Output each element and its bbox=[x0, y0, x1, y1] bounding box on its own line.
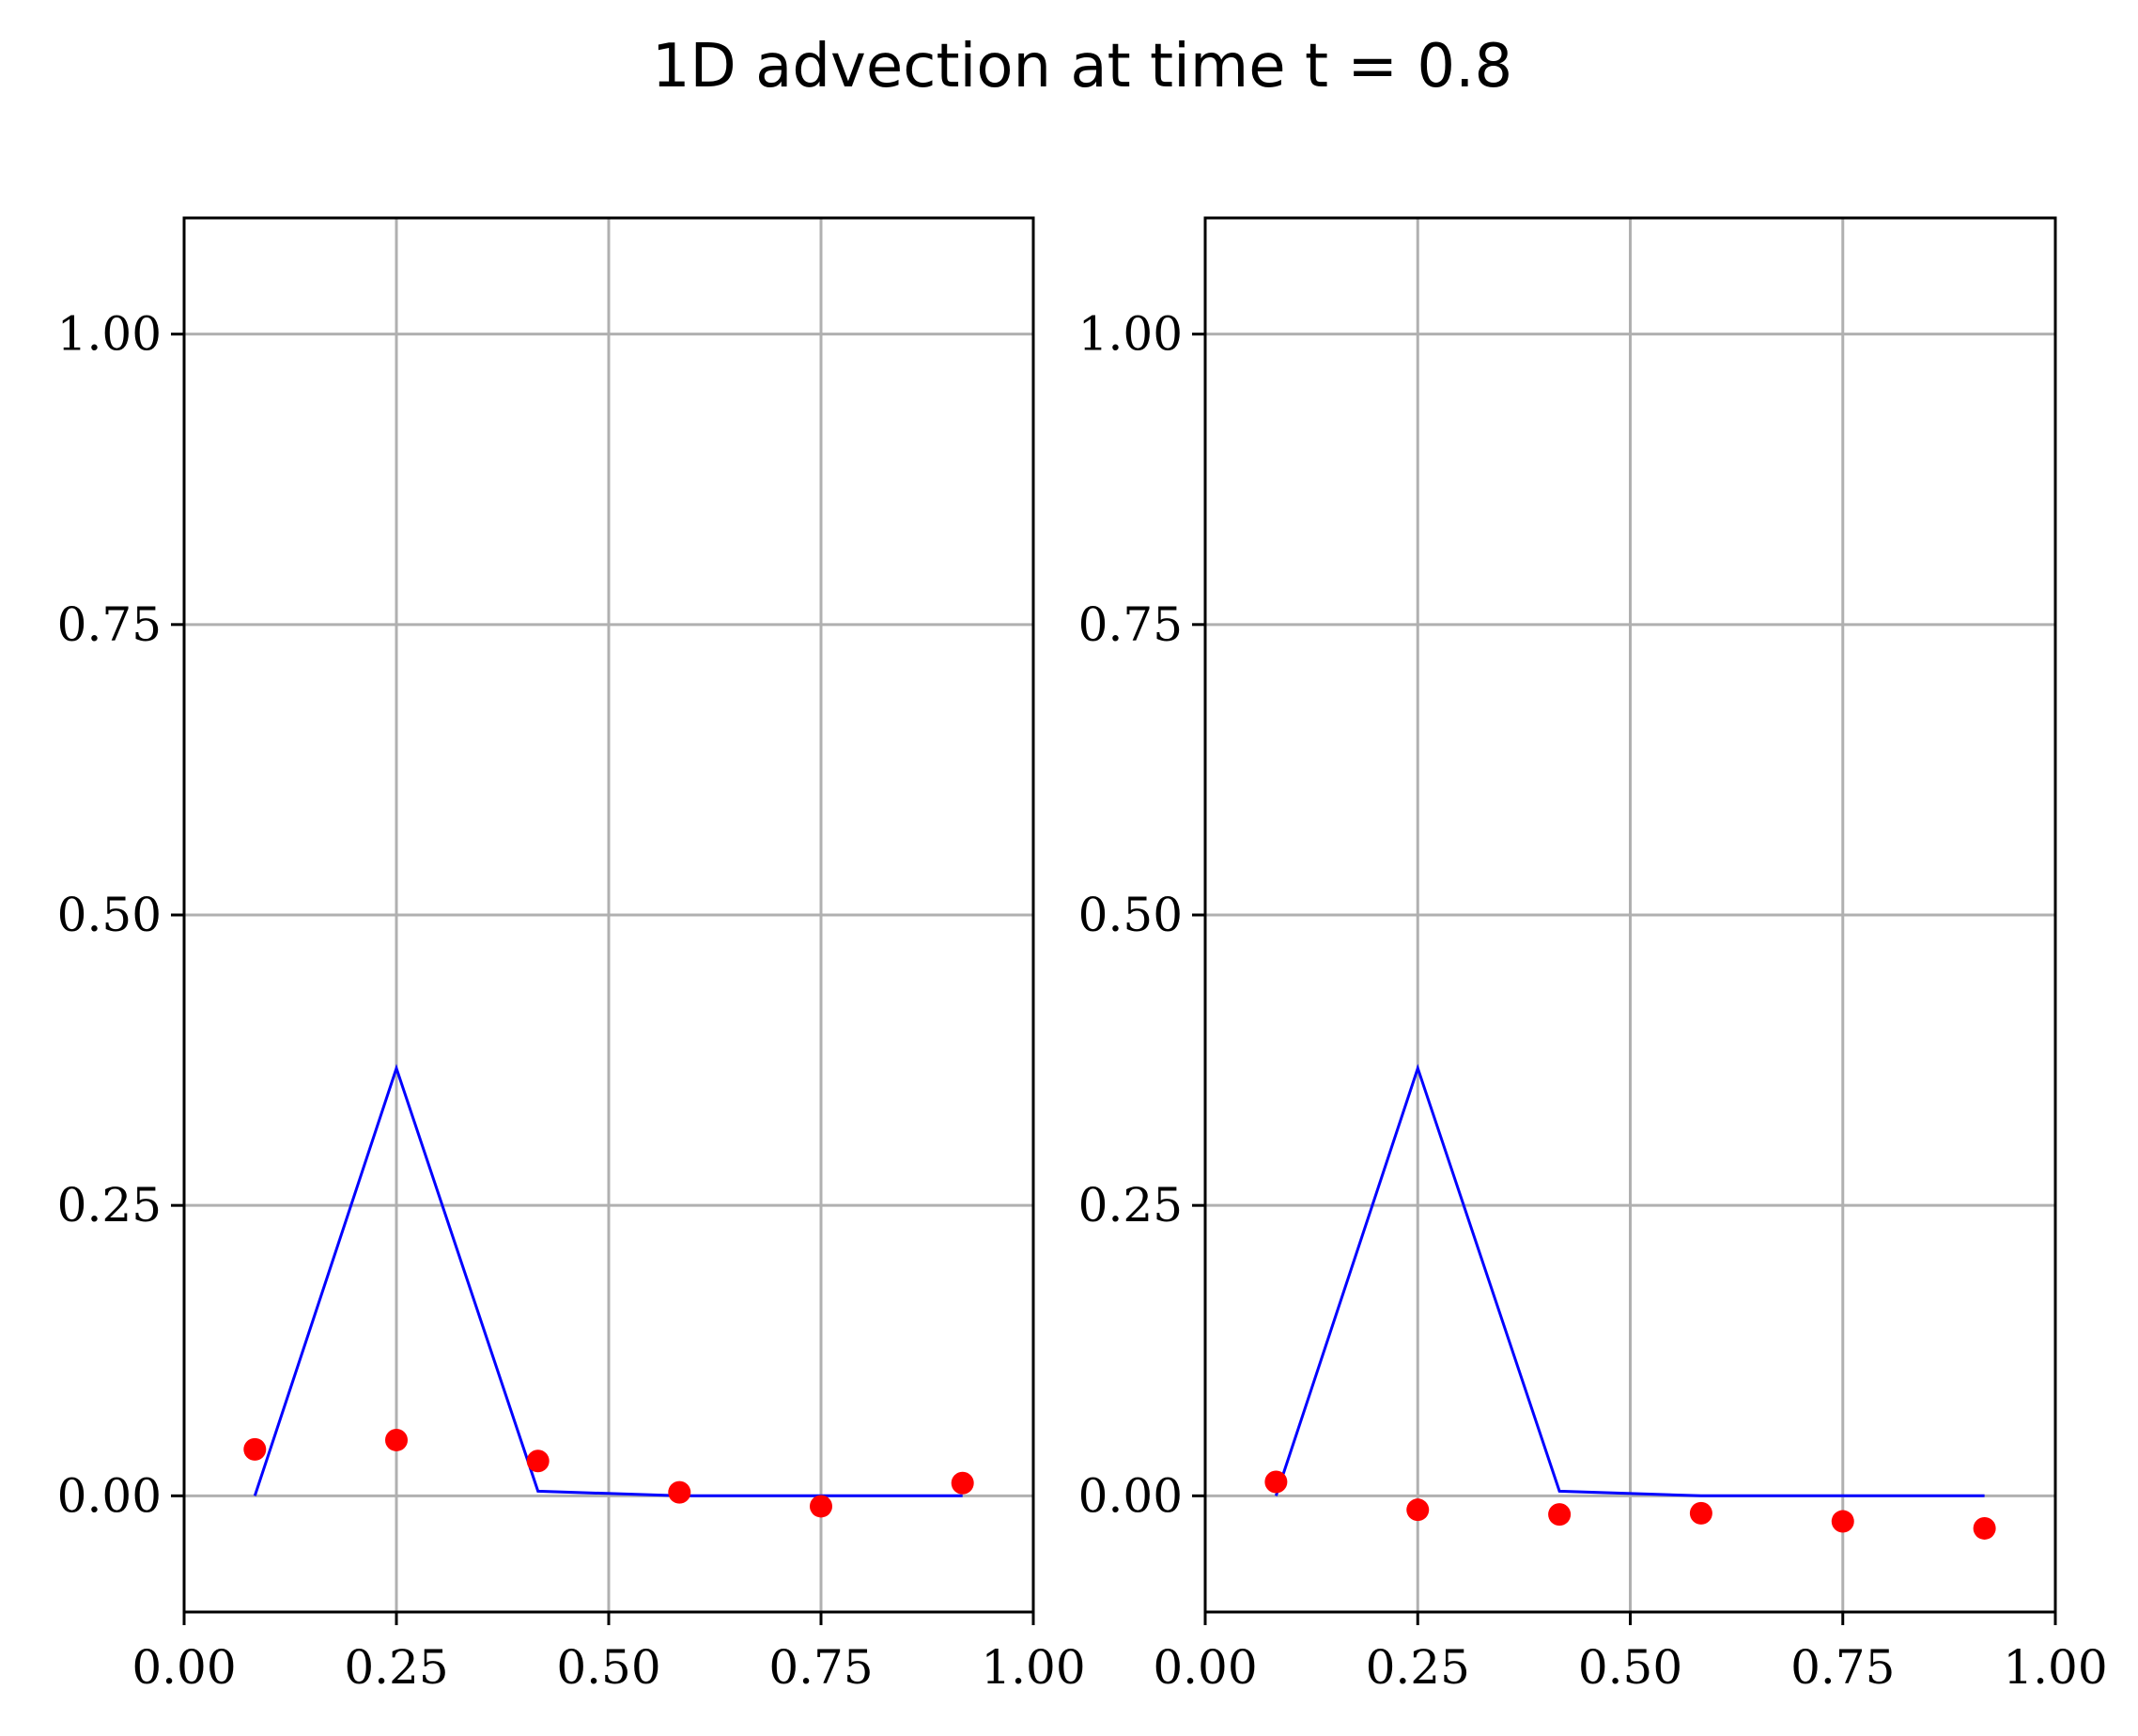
x-tick-label: 0.00 bbox=[132, 1640, 236, 1695]
x-tick-label: 0.50 bbox=[556, 1640, 660, 1695]
x-tick-label: 1.00 bbox=[981, 1640, 1085, 1695]
right-subplot: 0.00 0.25 0.50 0.75 1.00 0.00 0.25 0.50 0.75 1.00 bbox=[1078, 216, 2108, 1695]
data-point bbox=[810, 1495, 832, 1518]
data-point bbox=[526, 1449, 550, 1473]
data-point bbox=[1548, 1503, 1572, 1527]
x-tick-label: 0.00 bbox=[1153, 1640, 1257, 1695]
data-point bbox=[1689, 1501, 1712, 1525]
y-tick-label: 0.75 bbox=[57, 597, 162, 652]
data-point bbox=[1973, 1516, 1996, 1540]
x-tick-label: 1.00 bbox=[2003, 1640, 2107, 1695]
y-tick-label: 0.50 bbox=[57, 888, 162, 942]
data-point bbox=[668, 1480, 691, 1504]
data-point bbox=[951, 1471, 974, 1495]
x-tick-label: 0.75 bbox=[1790, 1640, 1895, 1695]
y-tick-label: 1.00 bbox=[57, 307, 162, 362]
figure-title: 1D advection at time t = 0.8 bbox=[652, 32, 1512, 101]
x-tick-label: 0.25 bbox=[1366, 1640, 1470, 1695]
y-tick-label: 0.50 bbox=[1078, 888, 1183, 942]
x-tick-label: 0.25 bbox=[344, 1640, 448, 1695]
x-tick-label: 0.50 bbox=[1578, 1640, 1682, 1695]
y-tick-label: 0.00 bbox=[57, 1468, 162, 1523]
data-point bbox=[243, 1437, 267, 1461]
data-point bbox=[1831, 1510, 1854, 1533]
y-tick-label: 1.00 bbox=[1078, 307, 1183, 362]
y-tick-label: 0.00 bbox=[1078, 1468, 1183, 1523]
y-tick-label: 0.75 bbox=[1078, 597, 1183, 652]
data-point bbox=[385, 1428, 408, 1451]
data-point bbox=[1406, 1498, 1430, 1522]
data-point bbox=[1264, 1470, 1288, 1494]
left-subplot: 0.00 0.25 0.50 0.75 1.00 0.00 0.25 0.50 0.75 1.00 bbox=[57, 216, 1086, 1695]
y-tick-label: 0.25 bbox=[1078, 1178, 1183, 1232]
series-line bbox=[253, 1063, 963, 1497]
x-tick-label: 0.75 bbox=[768, 1640, 873, 1695]
series-line bbox=[1274, 1063, 1985, 1497]
y-tick-label: 0.25 bbox=[57, 1178, 162, 1232]
